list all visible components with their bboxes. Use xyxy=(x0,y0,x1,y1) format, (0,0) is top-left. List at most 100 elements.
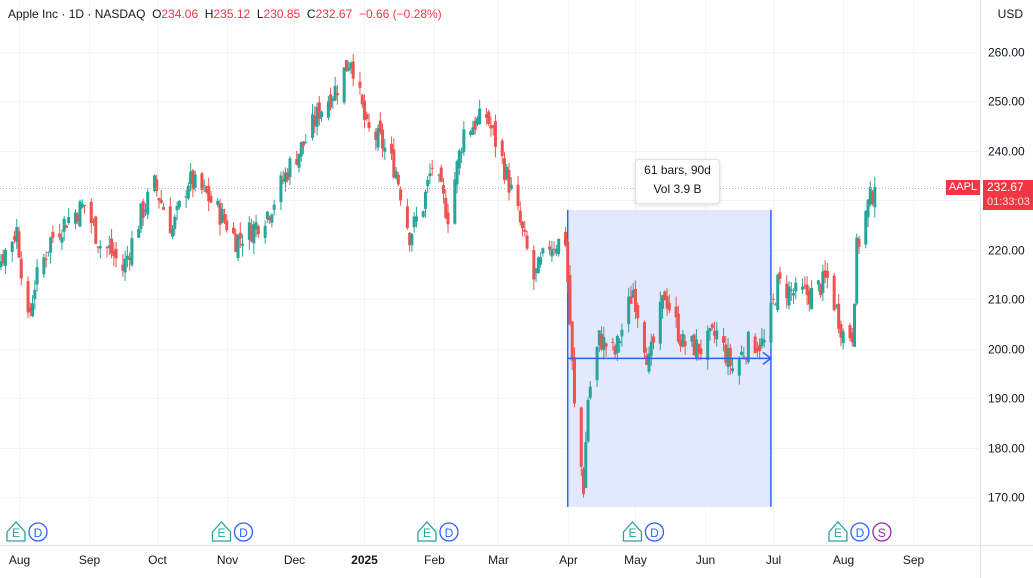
candle xyxy=(304,134,308,144)
candle xyxy=(740,345,744,356)
candle xyxy=(405,198,409,230)
candle xyxy=(216,198,220,208)
candle xyxy=(507,163,511,201)
candle xyxy=(572,347,576,408)
candle xyxy=(349,61,353,74)
candle xyxy=(568,265,572,326)
candle xyxy=(518,201,522,226)
candle xyxy=(523,220,527,237)
candle xyxy=(611,337,615,351)
candle xyxy=(96,246,100,254)
svg-text:S: S xyxy=(878,526,886,540)
candle xyxy=(360,93,364,108)
candle xyxy=(699,339,703,361)
candle xyxy=(236,234,240,262)
candle xyxy=(335,85,339,105)
dividend-event-icon[interactable]: D xyxy=(850,522,870,542)
candle xyxy=(329,87,333,111)
candle xyxy=(378,112,382,135)
candle xyxy=(647,346,651,374)
candle xyxy=(184,189,188,209)
candle xyxy=(462,121,466,156)
candle xyxy=(412,211,416,233)
earnings-event-icon[interactable]: E xyxy=(622,521,643,542)
candle xyxy=(1,249,5,266)
symbol-name[interactable]: Apple Inc xyxy=(8,7,59,21)
candle xyxy=(837,294,841,334)
candle xyxy=(152,174,156,193)
candle xyxy=(825,263,829,289)
close-value: 232.67 xyxy=(315,7,353,21)
candle xyxy=(263,220,267,244)
time-tick-label: Sep xyxy=(903,553,925,567)
candle xyxy=(541,247,545,257)
time-tick-label: Aug xyxy=(9,553,30,567)
dividend-event-icon[interactable]: D xyxy=(644,522,665,542)
candle xyxy=(566,238,570,294)
candle xyxy=(252,220,256,254)
candle xyxy=(317,96,321,126)
candle xyxy=(408,231,412,252)
svg-text:D: D xyxy=(445,526,454,540)
candle xyxy=(848,323,852,342)
price-tick-label: 220.00 xyxy=(988,244,1025,258)
candle xyxy=(265,210,269,224)
candle xyxy=(823,260,827,284)
candle xyxy=(123,250,127,281)
last-price-symbol: AAPL xyxy=(946,180,980,195)
candle xyxy=(423,189,427,218)
earnings-event-icon[interactable]: E xyxy=(417,521,437,542)
candle xyxy=(128,252,132,271)
change-value: −0.66 (−0.28%) xyxy=(358,7,442,21)
split-event-icon[interactable]: S xyxy=(872,522,892,542)
earnings-event-icon[interactable]: E xyxy=(211,521,232,542)
candle xyxy=(204,185,208,194)
candle xyxy=(676,305,680,344)
price-tick-label: 250.00 xyxy=(988,95,1025,109)
measure-bars-text: 61 bars, 90d xyxy=(644,163,711,177)
candle xyxy=(173,214,177,236)
candle xyxy=(690,335,694,347)
candle xyxy=(112,242,116,267)
candle xyxy=(64,224,68,229)
candle xyxy=(94,215,98,245)
dividend-event-icon[interactable]: D xyxy=(233,522,254,542)
currency-label[interactable]: USD xyxy=(997,7,1023,21)
candle xyxy=(679,334,683,353)
earnings-event-icon[interactable]: E xyxy=(828,521,848,542)
candle xyxy=(146,188,150,220)
bar-countdown: 01:33:03 xyxy=(987,196,1030,208)
candle xyxy=(600,326,604,351)
candle xyxy=(60,229,64,251)
candle xyxy=(694,329,698,361)
candle xyxy=(521,220,525,237)
candle xyxy=(866,198,870,227)
candle xyxy=(171,225,175,240)
time-tick-label: Nov xyxy=(217,553,238,567)
candle xyxy=(832,272,836,312)
earnings-event-icon[interactable]: E xyxy=(6,521,26,542)
dividend-event-icon[interactable]: D xyxy=(439,522,459,542)
candle xyxy=(10,240,14,263)
price-axis[interactable]: 170.00180.00190.00200.00210.00220.00230.… xyxy=(988,46,1025,505)
candle xyxy=(31,295,35,318)
dividend-event-icon[interactable]: D xyxy=(28,522,48,542)
candle xyxy=(460,147,464,164)
candle xyxy=(78,199,82,227)
candle xyxy=(674,296,678,328)
candle xyxy=(489,116,493,137)
candle xyxy=(177,200,181,210)
candle xyxy=(315,102,319,136)
candle xyxy=(493,114,497,158)
time-tick-label: Aug xyxy=(833,553,854,567)
low-value: 230.85 xyxy=(263,7,301,21)
candle xyxy=(383,138,387,160)
candle xyxy=(279,171,283,211)
candle xyxy=(19,251,23,286)
candle xyxy=(331,96,335,109)
candle xyxy=(342,67,346,105)
candle xyxy=(706,325,710,370)
time-axis[interactable]: Aug Sep Oct Nov Dec 2025 Feb Mar Apr May Jun Jul Aug… xyxy=(9,553,925,567)
